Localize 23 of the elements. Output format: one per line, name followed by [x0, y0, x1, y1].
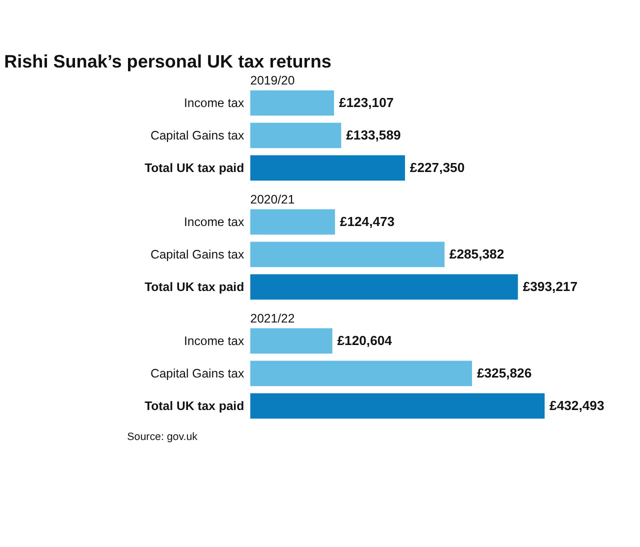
y-tick-label: Total UK tax paid	[144, 399, 244, 414]
y-tick-label: Capital Gains tax	[150, 128, 245, 143]
y-tick-label: Income tax	[184, 334, 245, 348]
y-tick-label: Capital Gains tax	[150, 366, 245, 381]
data-label: £123,107	[338, 95, 394, 110]
chart-title: Rishi Sunak’s personal UK tax returns	[4, 51, 332, 72]
data-label: £227,350	[410, 160, 465, 176]
data-label: £325,826	[476, 366, 532, 381]
chart-subtitle: 2020/21	[250, 192, 295, 207]
y-tick-label: Income tax	[184, 96, 245, 110]
y-tick-label: Total UK tax paid	[144, 161, 244, 176]
source-note: Source: gov.uk	[127, 430, 198, 443]
data-label: £393,217	[522, 279, 578, 294]
data-label: £432,493	[550, 398, 604, 414]
data-label: £120,604	[337, 333, 393, 348]
y-tick-label: Capital Gains tax	[150, 248, 245, 262]
y-tick-label: Total UK tax paid	[144, 280, 244, 294]
chart-subtitle: 2019/20	[250, 74, 295, 88]
chart-subtitle: 2021/22	[250, 312, 295, 326]
y-tick-label: Income tax	[184, 215, 245, 230]
data-label: £285,382	[449, 246, 504, 262]
data-label: £133,589	[346, 128, 401, 143]
data-label: £124,473	[340, 214, 395, 230]
